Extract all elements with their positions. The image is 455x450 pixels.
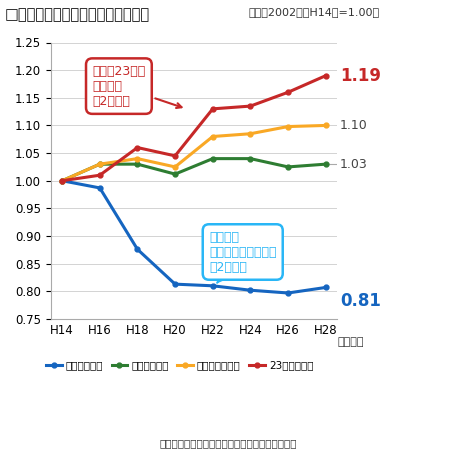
- Text: 0.81: 0.81: [339, 292, 380, 310]
- Text: 1.03: 1.03: [339, 158, 367, 171]
- Text: 出典：学校基本調査（文部科学省）をもとに作成: 出典：学校基本調査（文部科学省）をもとに作成: [159, 438, 296, 448]
- Text: 一方で、
全国の高校卒業者は
約2割減少: 一方で、 全国の高校卒業者は 約2割減少: [208, 230, 276, 283]
- Legend: 高校卒業者数, 全国の学生数, 東京都の学生数, 23区の学生数: 高校卒業者数, 全国の学生数, 東京都の学生数, 23区の学生数: [42, 356, 317, 374]
- Text: 1.19: 1.19: [339, 67, 380, 85]
- Text: □全国の高校卒業者、学生数の推移: □全国の高校卒業者、学生数の推移: [5, 7, 149, 22]
- Text: （年度）: （年度）: [337, 337, 364, 347]
- Text: 1.10: 1.10: [339, 119, 367, 132]
- Text: 東京都23区の
学生数は
約2割増加: 東京都23区の 学生数は 約2割増加: [92, 65, 181, 108]
- Text: （指数2002年（H14）=1.00）: （指数2002年（H14）=1.00）: [248, 7, 379, 17]
